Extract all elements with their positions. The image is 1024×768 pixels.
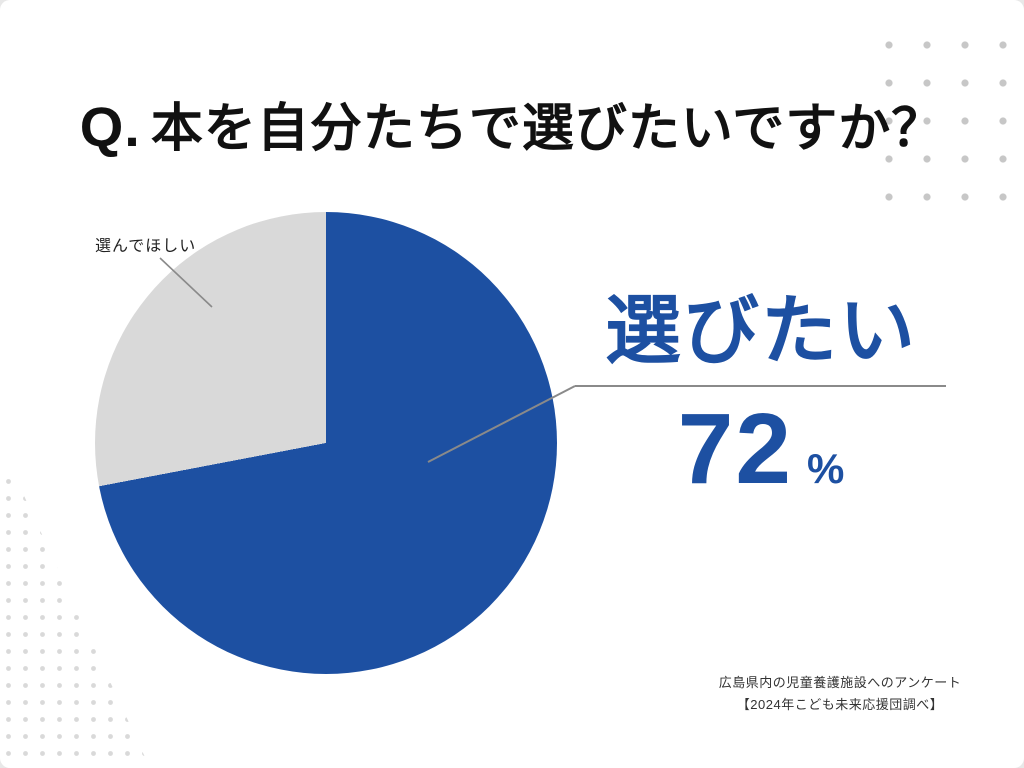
gray-slice-label: 選んでほしい (95, 238, 197, 255)
blue-slice-label: 選びたい (605, 289, 917, 374)
page-title: Q. 本を自分たちで選びたいですか？ (0, 86, 1024, 161)
question-prefix: Q. (79, 95, 141, 158)
source-line-1: 広島県内の児童養護施設へのアンケート (718, 675, 962, 690)
source-line-2: 【2024年こども未来応援団調べ】 (736, 697, 944, 713)
pie-chart (95, 212, 557, 674)
value-number: 72 (677, 393, 793, 505)
decorative-dots-top-right (860, 20, 1012, 206)
source-note: 広島県内の児童養護施設へのアンケート 【2024年こども未来応援団調べ】 (640, 672, 1024, 716)
question-text: 本を自分たちで選びたいですか？ (150, 100, 945, 158)
blue-slice-value: 72% (575, 392, 947, 507)
percent-sign: % (806, 445, 845, 492)
